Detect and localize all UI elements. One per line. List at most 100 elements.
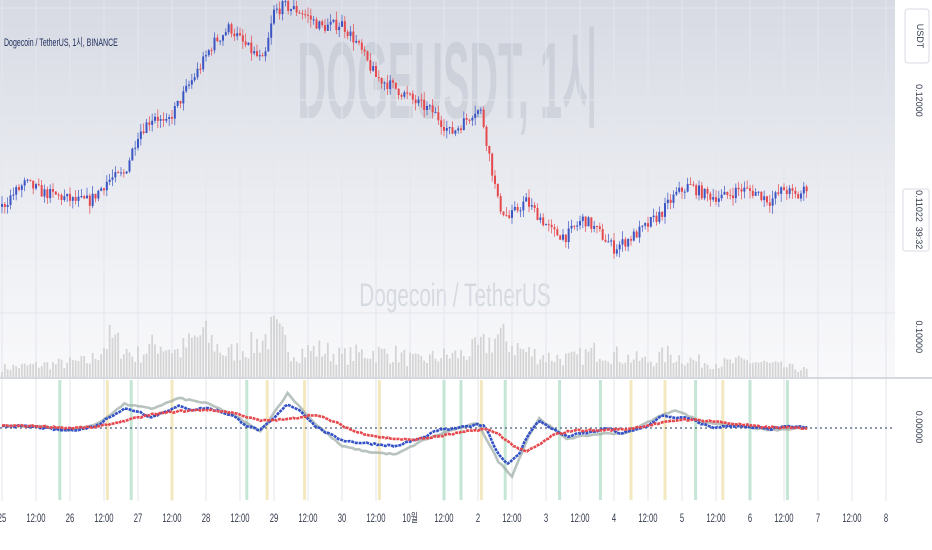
price-pane[interactable] — [0, 0, 895, 377]
volume-bar — [700, 367, 703, 377]
candle-down — [695, 185, 698, 196]
volume-bar — [539, 359, 542, 377]
time-axis[interactable] — [0, 502, 932, 550]
volume-bar — [627, 354, 630, 377]
candle-up — [111, 177, 114, 180]
candle-down — [584, 216, 587, 227]
volume-bar — [409, 352, 411, 377]
volume-bar — [63, 367, 66, 377]
volume-bar — [151, 334, 154, 377]
candle-up — [698, 185, 700, 196]
volume-bar — [20, 363, 23, 377]
time-axis-label: 12:00 — [366, 513, 386, 526]
candle-up — [621, 239, 624, 245]
volume-bar — [621, 363, 624, 377]
volume-bar — [111, 337, 114, 377]
volume-bar — [556, 354, 559, 377]
volume-bar — [386, 353, 389, 377]
volume-bar — [145, 353, 148, 377]
candle-up — [281, 1, 284, 15]
candle-up — [270, 23, 273, 38]
volume-bar — [148, 343, 151, 377]
currency-badge-box[interactable] — [904, 8, 930, 64]
volume-bar — [746, 360, 749, 377]
volume-bar — [448, 358, 451, 377]
volume-bar — [256, 338, 258, 377]
volume-bar — [729, 359, 732, 377]
candle-down — [352, 31, 355, 43]
candle-up — [434, 112, 437, 114]
volume-bar — [692, 359, 695, 377]
volume-bar — [420, 356, 423, 377]
candle-up — [213, 37, 216, 51]
candle-up — [474, 113, 477, 119]
candle-down — [406, 92, 409, 94]
candle-up — [165, 118, 168, 121]
volume-bar — [275, 319, 278, 377]
candle-down — [564, 234, 567, 243]
candle-down — [590, 217, 593, 229]
volume-bar — [465, 359, 468, 377]
candle-up — [77, 196, 80, 201]
volume-bar — [360, 349, 363, 377]
candle-up — [267, 37, 270, 52]
volume-bar — [658, 351, 661, 377]
candle-up — [125, 171, 128, 174]
volume-bar — [122, 354, 125, 377]
candle-up — [638, 226, 641, 238]
volume-bar — [519, 348, 522, 377]
volume-bar — [584, 349, 587, 377]
time-axis-label: 8 — [884, 513, 889, 526]
volume-bar — [210, 334, 213, 377]
symbol-legend[interactable]: Dogecoin / TetherUS, 1시, BINANCE — [4, 36, 118, 48]
candle-up — [372, 66, 375, 71]
volume-bar — [57, 358, 60, 377]
candle-up — [284, 1, 287, 3]
candle-down — [573, 225, 576, 227]
volume-bar — [287, 352, 290, 377]
candle-up — [168, 117, 171, 119]
volume-bar — [511, 345, 513, 377]
candle-up — [290, 9, 292, 11]
volume-bar — [576, 354, 579, 377]
candle-up — [712, 197, 715, 200]
volume-bar — [37, 367, 40, 377]
volume-bar — [352, 361, 355, 377]
volume-bar — [295, 361, 298, 377]
candle-down — [502, 211, 505, 216]
candle-up — [644, 223, 647, 226]
volume-bar — [406, 365, 409, 377]
candle-down — [392, 80, 394, 83]
candle-down — [468, 119, 471, 121]
volume-bar — [505, 341, 508, 377]
candle-down — [409, 93, 411, 95]
candle-up — [471, 118, 474, 121]
volume-bar — [193, 335, 196, 377]
candle-up — [666, 199, 669, 204]
candle-up — [355, 40, 358, 43]
volume-bar — [298, 363, 301, 377]
volume-bar — [760, 362, 763, 377]
candle-down — [423, 99, 426, 111]
indicator-pane[interactable] — [0, 379, 895, 501]
volume-bar — [783, 367, 785, 377]
candle-down — [335, 19, 338, 31]
candle-up — [275, 8, 278, 10]
volume-bar — [457, 358, 460, 377]
candle-down — [37, 184, 40, 186]
time-axis-label: 12:00 — [298, 513, 318, 526]
volume-bar — [610, 363, 613, 377]
volume-bar — [508, 352, 511, 377]
volume-bar — [114, 334, 117, 377]
volume-bar — [46, 362, 49, 377]
volume-bar — [423, 360, 426, 377]
candle-down — [706, 188, 709, 194]
signal-band-yellow — [721, 380, 725, 500]
volume-bar — [757, 362, 760, 377]
currency-badge[interactable]: USDT — [915, 24, 925, 49]
candle-up — [754, 192, 757, 196]
volume-bar — [230, 344, 233, 377]
volume-bar — [596, 361, 598, 377]
volume-bar — [494, 338, 496, 377]
